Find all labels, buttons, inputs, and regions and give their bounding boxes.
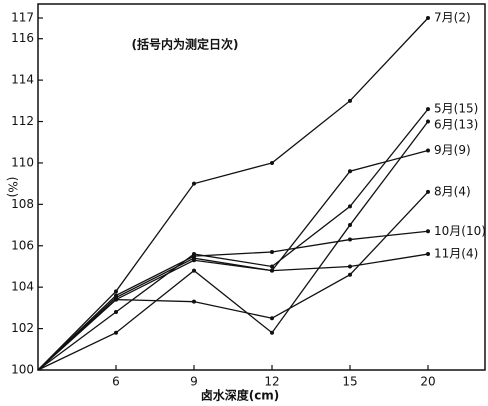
annotation: (括号内为测定日次)	[132, 37, 239, 52]
point	[270, 264, 274, 269]
point	[348, 169, 352, 174]
y-tick-label: 102	[11, 321, 34, 335]
point	[348, 98, 352, 103]
point	[426, 16, 430, 20]
point	[426, 252, 430, 257]
y-tick-label: 117	[11, 11, 34, 25]
point	[114, 330, 118, 335]
point	[114, 310, 118, 315]
line	[37, 121, 429, 371]
point	[192, 268, 196, 273]
series-label: 9月(9)	[434, 143, 471, 157]
x-tick-label: 9	[190, 375, 198, 389]
y-tick-label: 114	[11, 73, 34, 87]
y-tick-label: 104	[11, 280, 34, 294]
point	[348, 272, 352, 277]
plot-frame	[37, 3, 486, 371]
series-label: 8月(4)	[434, 184, 471, 198]
line	[37, 230, 429, 371]
point	[426, 189, 430, 194]
line	[37, 191, 429, 371]
point	[348, 223, 352, 228]
y-tick-label: 106	[11, 238, 34, 252]
line	[37, 108, 429, 371]
point	[192, 181, 196, 186]
x-tick-label: 20	[420, 375, 435, 389]
point	[426, 148, 430, 153]
series-label: 5月(15)	[434, 102, 478, 116]
series-label: 7月(2)	[434, 11, 471, 25]
series-label: 6月(13)	[434, 118, 478, 132]
point	[348, 264, 352, 269]
x-tick-label: 12	[264, 375, 279, 389]
x-tick-label: 6	[112, 375, 120, 389]
y-axis-label: (%)	[6, 177, 20, 198]
point	[192, 299, 196, 304]
point	[270, 249, 274, 254]
point	[270, 268, 274, 273]
point	[426, 229, 430, 234]
point	[348, 237, 352, 242]
point	[114, 295, 118, 300]
y-tick-label: 116	[11, 31, 34, 45]
series-label: 10月(10)	[434, 224, 486, 238]
point	[270, 160, 274, 165]
point	[192, 256, 196, 261]
point	[426, 107, 430, 112]
y-tick-label: 112	[11, 114, 34, 128]
point	[348, 204, 352, 209]
x-axis-label: 卤水深度(cm)	[201, 388, 280, 403]
line	[37, 253, 429, 371]
point	[270, 316, 274, 321]
y-tick-label: 110	[11, 155, 34, 169]
point	[114, 289, 118, 294]
point	[270, 330, 274, 335]
point	[426, 119, 430, 124]
x-tick-label: 15	[342, 375, 357, 389]
y-tick-label: 108	[11, 197, 34, 211]
line	[37, 17, 429, 371]
series-label: 11月(4)	[434, 247, 478, 261]
y-tick-label: 100	[11, 363, 34, 377]
